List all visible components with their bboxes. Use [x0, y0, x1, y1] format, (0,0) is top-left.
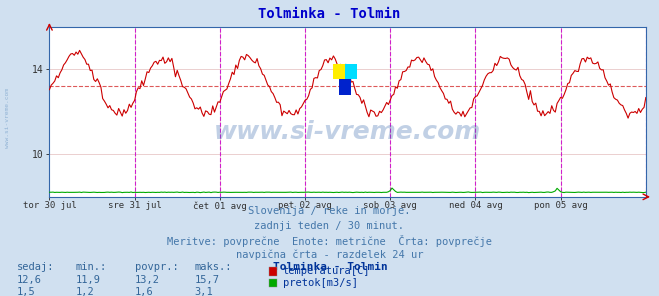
- Text: 1,6: 1,6: [135, 287, 154, 296]
- Text: www.si-vreme.com: www.si-vreme.com: [214, 120, 481, 144]
- Text: www.si-vreme.com: www.si-vreme.com: [5, 89, 11, 148]
- Text: Tolminka - Tolmin: Tolminka - Tolmin: [273, 262, 388, 272]
- Text: min.:: min.:: [76, 262, 107, 272]
- Text: 1,5: 1,5: [16, 287, 35, 296]
- Text: 3,1: 3,1: [194, 287, 213, 296]
- Text: navpična črta - razdelek 24 ur: navpična črta - razdelek 24 ur: [236, 249, 423, 260]
- Text: 13,2: 13,2: [135, 275, 160, 285]
- Bar: [339, 79, 351, 95]
- Text: 12,6: 12,6: [16, 275, 42, 285]
- Bar: [345, 64, 357, 79]
- Text: povpr.:: povpr.:: [135, 262, 179, 272]
- Text: maks.:: maks.:: [194, 262, 232, 272]
- Text: 15,7: 15,7: [194, 275, 219, 285]
- Text: Tolminka - Tolmin: Tolminka - Tolmin: [258, 7, 401, 21]
- Text: Slovenija / reke in morje.: Slovenija / reke in morje.: [248, 206, 411, 216]
- Text: 11,9: 11,9: [76, 275, 101, 285]
- Text: Meritve: povprečne  Enote: metrične  Črta: povprečje: Meritve: povprečne Enote: metrične Črta:…: [167, 235, 492, 247]
- Text: pretok[m3/s]: pretok[m3/s]: [283, 278, 358, 288]
- Bar: [333, 64, 345, 79]
- Text: sedaj:: sedaj:: [16, 262, 54, 272]
- Text: 1,2: 1,2: [76, 287, 94, 296]
- Text: zadnji teden / 30 minut.: zadnji teden / 30 minut.: [254, 221, 405, 231]
- Text: temperatura[C]: temperatura[C]: [283, 266, 370, 276]
